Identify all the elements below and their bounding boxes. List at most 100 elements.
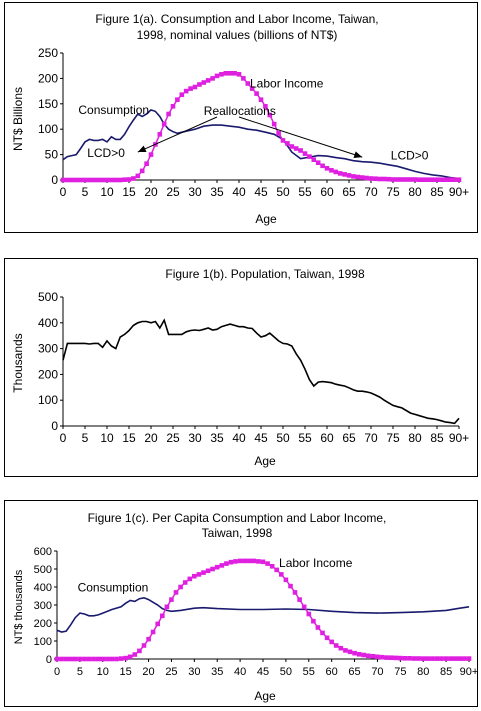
labor-income-point <box>260 559 266 565</box>
x-tick-label: 80 <box>417 666 429 678</box>
labor-income-point <box>73 177 79 183</box>
labor-income-point <box>395 177 400 182</box>
labor-income-point <box>224 561 229 566</box>
labor-income-point <box>123 655 128 661</box>
arrow-head <box>353 151 363 158</box>
labor-income-point <box>166 111 171 117</box>
labor-income-point <box>320 630 325 636</box>
labor-income-point <box>161 121 167 127</box>
consumption-line <box>56 596 470 633</box>
labor-income-point <box>68 656 73 662</box>
x-tick-label: 90+ <box>449 431 469 445</box>
labor-income-point <box>324 166 330 171</box>
y-tick-label: 400 <box>34 582 52 594</box>
x-tick-label: 25 <box>166 431 180 445</box>
labor-income-point <box>144 161 149 166</box>
labor-income-point <box>247 558 252 564</box>
labor-income-point <box>443 177 449 182</box>
x-axis-label: Age <box>254 689 276 703</box>
figure-1b-panel: Figure 1(b). Population, Taiwan, 1998 Th… <box>4 258 478 477</box>
x-tick-label: 40 <box>232 431 246 445</box>
labor-income-point <box>182 580 188 585</box>
labor-income-point <box>236 72 242 77</box>
x-tick-label: 65 <box>342 431 356 445</box>
x-tick-label: 35 <box>210 431 224 445</box>
x-tick-label: 60 <box>320 431 334 445</box>
labor-income-point <box>302 151 308 156</box>
labor-income-point <box>288 583 293 589</box>
labor-income-point <box>417 177 422 182</box>
labor-income-point <box>274 567 279 573</box>
labor-income-point <box>263 104 268 109</box>
labor-income-point <box>160 613 165 619</box>
labor-income-point <box>150 629 156 635</box>
labor-income-point <box>285 141 290 146</box>
labor-income-point <box>126 177 132 182</box>
labor-income-point <box>82 656 87 662</box>
labor-income-point <box>347 649 353 655</box>
labor-income-point <box>127 654 133 660</box>
consumption-line <box>62 108 460 180</box>
labor-income-point <box>292 590 298 595</box>
labor-income-point <box>251 558 257 564</box>
labor-income-point <box>439 177 444 182</box>
labor-income-point <box>232 71 237 76</box>
labor-income-point <box>148 152 154 157</box>
labor-income-point <box>370 654 376 659</box>
labor-income-point <box>178 584 183 590</box>
x-tick-label: 25 <box>165 666 177 678</box>
x-tick-label: 75 <box>394 666 406 678</box>
labor-income-point <box>91 656 96 662</box>
labor-income-point <box>122 177 127 182</box>
x-tick-label: 70 <box>371 666 383 678</box>
plot-area: 0 100 200 300 400 500 600 0 5 10 15 20 25 30 35 40 45 50 5… <box>34 546 479 678</box>
y-tick-label: 200 <box>38 71 58 85</box>
x-tick-label: 5 <box>82 185 89 199</box>
x-tick-label: 10 <box>100 185 114 199</box>
labor-income-point <box>356 652 362 657</box>
labor-income-point <box>456 177 462 182</box>
chart-title: Figure 1(b). Population, Taiwan, 1998 <box>165 267 365 281</box>
x-tick-label: 30 <box>188 666 200 678</box>
x-axis-label: Age <box>255 212 277 226</box>
labor-income-point <box>100 177 105 183</box>
labor-income-point <box>223 71 229 76</box>
labor-income-point <box>434 177 440 182</box>
x-tick-label: 5 <box>82 431 89 445</box>
x-tick-label: 20 <box>144 185 158 199</box>
labor-income-point <box>364 175 369 181</box>
x-tick-label: 60 <box>326 666 338 678</box>
x-tick-label: 30 <box>188 185 202 199</box>
x-tick-label: 0 <box>54 666 60 678</box>
labor-income-point <box>214 564 220 570</box>
labor-income-point <box>54 656 60 662</box>
labor-income-point <box>192 573 197 579</box>
y-axis-label: NT$ Billions <box>11 87 25 151</box>
labor-income-point <box>355 174 361 180</box>
labor-income-point <box>205 568 211 574</box>
arrow-head <box>137 145 147 153</box>
x-tick-label: 65 <box>348 666 360 678</box>
labor-income-point <box>146 636 151 642</box>
x-tick-label: 0 <box>60 431 67 445</box>
labor-income-point <box>169 597 174 602</box>
labor-income-point <box>361 652 366 658</box>
annotation-label: LCD>0 <box>87 146 125 160</box>
labor-income-point <box>210 566 215 572</box>
labor-income-point <box>289 144 295 149</box>
labor-income-point <box>457 656 463 661</box>
annotation-label: Labor Income <box>279 556 353 570</box>
labor-income-point <box>87 177 92 183</box>
labor-income-point <box>201 80 207 85</box>
annotation-label: Consumption <box>78 103 149 117</box>
labor-income-point <box>86 656 92 662</box>
x-tick-label: 90+ <box>449 185 469 199</box>
reallocation-arrow <box>238 116 363 158</box>
labor-income-point <box>447 177 453 182</box>
y-tick-label: 100 <box>38 122 58 136</box>
labor-income-point <box>359 175 365 180</box>
labor-income-point <box>307 154 312 159</box>
labor-income-point <box>254 91 259 96</box>
x-tick-label: 85 <box>430 185 444 199</box>
chart-subtitle: 1998, nominal values (billions of NT$) <box>137 28 338 42</box>
